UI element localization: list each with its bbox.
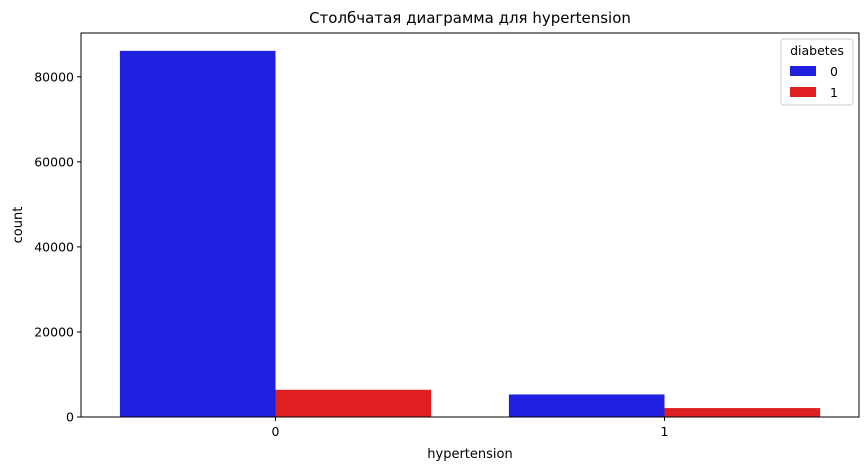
legend-swatch-1 (790, 87, 816, 97)
x-tick-label: 0 (272, 424, 280, 439)
plot-frame (80, 32, 860, 418)
bar-0-diabetes-1 (275, 389, 432, 417)
bar-1-diabetes-0 (508, 394, 665, 417)
x-tick-label: 1 (661, 424, 669, 439)
legend-title: diabetes (790, 43, 844, 58)
y-axis-label: count (11, 207, 26, 244)
y-tick-label: 20000 (34, 324, 74, 339)
y-tick-label: 80000 (34, 69, 74, 84)
y-tick-label: 60000 (34, 154, 74, 169)
legend-entries: 01 (790, 64, 838, 100)
y-tick-label: 0 (66, 410, 74, 425)
legend-swatch-0 (790, 66, 816, 76)
legend-label-1: 1 (830, 85, 838, 100)
bars-layer (119, 50, 821, 417)
x-axis-label: hypertension (427, 447, 512, 462)
y-tick-label: 40000 (34, 239, 74, 254)
legend-label-0: 0 (830, 64, 838, 79)
bar-0-diabetes-0 (119, 50, 276, 417)
bar-1-diabetes-1 (664, 408, 821, 417)
chart-title: Столбчатая диаграмма для hypertension (309, 9, 631, 27)
legend: diabetes 01 (780, 38, 854, 106)
y-axis-ticks: 0 20000 40000 60000 80000 (34, 69, 81, 425)
